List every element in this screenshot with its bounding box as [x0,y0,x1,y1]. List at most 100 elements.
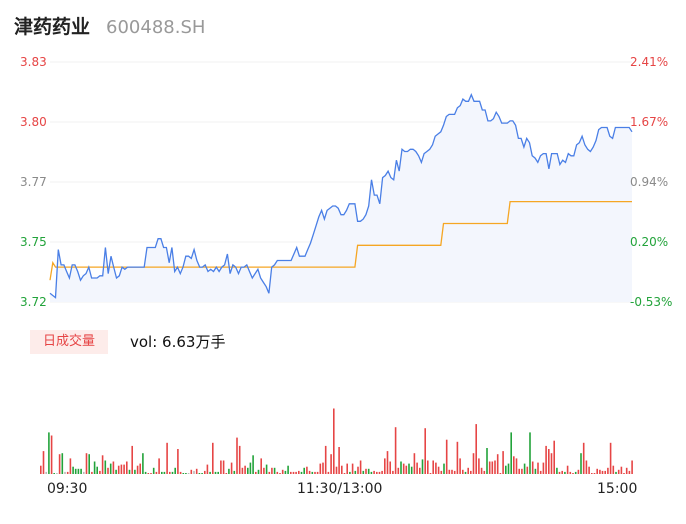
volume-bar [249,462,252,474]
y-price-tick-1: 3.80 [20,115,47,129]
volume-bar [150,473,152,474]
volume-bar [593,473,596,474]
volume-bar [265,464,268,474]
volume-bar [53,473,55,474]
volume-bar [115,469,117,474]
volume-bar [308,470,311,474]
volume-bar [373,470,375,474]
volume-bar [424,428,426,474]
volume-bar [77,468,80,474]
volume-bar [394,427,397,474]
volume-bar [96,466,98,474]
volume-bar [582,442,585,474]
stock-header: 津药药业 600488.SH [14,12,205,42]
volume-bar [91,471,93,474]
volume-bar [56,473,58,474]
volume-bar [61,453,64,474]
volume-bar [330,454,332,474]
volume-bar [351,463,354,474]
volume-bar [225,473,228,474]
volume-bar [462,469,464,474]
volume-bar [631,460,633,474]
volume-bar [338,447,340,474]
volume-bar [445,439,448,474]
volume-bar [93,461,96,474]
volume-bar [451,469,453,474]
volume-bar [228,468,230,474]
volume-bar [470,470,472,474]
volume-bar [542,462,545,474]
volume-bar [599,469,601,474]
volume-bar [518,468,520,474]
volume-bar [494,460,496,474]
x-tick-close: 15:00 [597,481,638,497]
volume-bar [324,445,327,474]
volume-bar [238,445,241,474]
volume-bar [386,451,389,474]
volume-bar [478,458,480,474]
volume-bar [139,463,141,474]
volume-bar [295,471,297,474]
volume-bar [327,471,330,474]
volume-bar [273,467,276,474]
x-tick-midday: 11:30/13:00 [297,481,383,497]
volume-bar [453,470,456,474]
volume-bar [550,453,553,474]
stock-name: 津药药业 [14,16,91,38]
volume-bar [279,473,281,474]
volume-summary: vol: 6.63万手 [130,333,226,351]
volume-bar [419,467,421,474]
volume-bar [432,460,434,474]
volume-bar [437,466,440,474]
volume-bar [566,465,569,474]
volume-bar [609,442,612,474]
volume-bar [177,449,179,474]
volume-bar [69,458,72,474]
volume-bar [209,471,211,474]
y-pct-tick-2: 0.94% [630,175,669,189]
volume-bar [257,469,260,474]
volume-bar [72,466,74,474]
volume-bar [628,470,631,474]
volume-bar [556,467,558,474]
volume-bar [123,464,125,474]
volume-bar [212,442,214,474]
volume-bar [408,463,410,474]
volume-bar [193,470,195,474]
y-pct-tick-3: 0.20% [630,235,669,249]
volume-bar [523,463,526,474]
volume-bar [486,448,488,474]
volume-bar [521,468,523,474]
volume-bar [152,467,155,474]
volume-bar [515,458,518,474]
volume-bar [359,460,362,474]
volume-bar [378,471,381,474]
volume-bar [117,465,120,474]
volume-bar [513,456,515,474]
volume-bar [42,451,45,474]
volume-bar [502,451,504,474]
volume-bar [459,458,461,474]
volume-bar [427,460,429,474]
volume-bar [553,440,555,474]
volume-bar [85,453,88,474]
volume-bar [510,432,512,474]
volume-bar [158,458,160,474]
volume-bar [448,469,451,474]
volume-bar [405,465,408,474]
volume-bar [241,467,244,474]
volume-bar [142,453,144,474]
volume-bar [64,471,66,474]
volume-bar [354,470,357,474]
volume-bar [346,463,348,474]
volume-bar [311,471,314,474]
volume-bar [623,473,625,474]
volume-bar [222,460,225,474]
volume-bar [99,470,101,474]
volume-bar [548,449,550,474]
volume-bar [303,467,305,474]
volume-bar [577,469,580,474]
volume-bar [569,471,572,474]
volume-bar [539,470,542,474]
volume-bar [107,467,109,474]
